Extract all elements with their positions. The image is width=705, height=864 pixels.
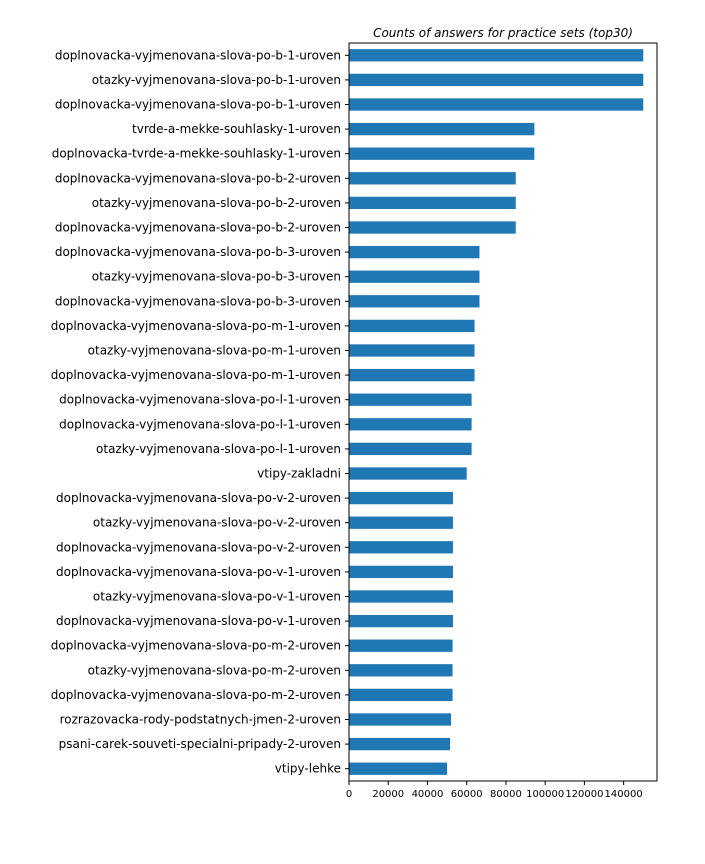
category-label-25: otazky-vyjmenovana-slova-po-m-2-uroven xyxy=(88,663,341,677)
category-label-0: doplnovacka-vyjmenovana-slova-po-b-1-uro… xyxy=(55,48,341,62)
category-label-22: otazky-vyjmenovana-slova-po-v-1-uroven xyxy=(93,590,341,604)
bar-10 xyxy=(349,295,480,308)
x-tick-label-2: 40000 xyxy=(412,789,444,800)
plot-frame xyxy=(348,42,658,782)
category-label-29: vtipy-lehke xyxy=(275,762,341,776)
category-label-21: doplnovacka-vyjmenovana-slova-po-v-1-uro… xyxy=(56,565,341,579)
category-label-9: otazky-vyjmenovana-slova-po-b-3-uroven xyxy=(92,270,341,284)
bar-22 xyxy=(349,590,453,603)
bar-8 xyxy=(349,245,480,259)
bar-16 xyxy=(349,442,472,456)
chart-title: Counts of answers for practice sets (top… xyxy=(373,26,633,40)
category-label-3: tvrde-a-mekke-souhlasky-1-uroven xyxy=(132,122,341,136)
category-label-8: doplnovacka-vyjmenovana-slova-po-b-3-uro… xyxy=(55,245,341,259)
bar-0 xyxy=(349,49,644,62)
x-tick-label-6: 120000 xyxy=(565,789,603,800)
bar-24 xyxy=(349,639,453,652)
bar-25 xyxy=(349,664,453,677)
bar-13 xyxy=(349,368,475,382)
bar-21 xyxy=(349,565,453,579)
bar-9 xyxy=(349,270,480,283)
x-tick-label-7: 140000 xyxy=(605,789,643,800)
category-label-17: vtipy-zakladni xyxy=(257,467,341,481)
category-label-26: doplnovacka-vyjmenovana-slova-po-m-2-uro… xyxy=(51,688,341,702)
bar-23 xyxy=(349,614,453,628)
category-label-20: doplnovacka-vyjmenovana-slova-po-v-2-uro… xyxy=(56,540,341,554)
category-label-2: doplnovacka-vyjmenovana-slova-po-b-1-uro… xyxy=(55,98,341,112)
bar-29 xyxy=(349,762,448,775)
bar-6 xyxy=(349,196,516,210)
x-tick-label-0: 0 xyxy=(346,789,352,800)
category-label-5: doplnovacka-vyjmenovana-slova-po-b-2-uro… xyxy=(55,171,341,185)
category-label-11: doplnovacka-vyjmenovana-slova-po-m-1-uro… xyxy=(51,319,341,333)
x-tick-label-5: 100000 xyxy=(526,789,564,800)
category-label-28: psani-carek-souveti-specialni-pripady-2-… xyxy=(59,737,341,751)
category-label-16: otazky-vyjmenovana-slova-po-l-1-uroven xyxy=(96,442,341,456)
bar-14 xyxy=(349,393,472,406)
bar-15 xyxy=(349,418,472,431)
category-label-13: doplnovacka-vyjmenovana-slova-po-m-1-uro… xyxy=(51,368,341,382)
category-label-7: doplnovacka-vyjmenovana-slova-po-b-2-uro… xyxy=(55,221,341,235)
category-labels: doplnovacka-vyjmenovana-slova-po-b-1-uro… xyxy=(51,48,349,776)
bar-20 xyxy=(349,541,453,554)
bar-7 xyxy=(349,221,516,234)
bars-group xyxy=(349,49,644,775)
bar-18 xyxy=(349,491,453,505)
category-label-14: doplnovacka-vyjmenovana-slova-po-l-1-uro… xyxy=(59,393,341,407)
category-label-27: rozrazovacka-rody-podstatnych-jmen-2-uro… xyxy=(60,713,341,727)
category-label-12: otazky-vyjmenovana-slova-po-m-1-uroven xyxy=(88,344,341,358)
category-label-1: otazky-vyjmenovana-slova-po-b-1-uroven xyxy=(92,73,341,87)
category-label-15: doplnovacka-vyjmenovana-slova-po-l-1-uro… xyxy=(59,417,341,431)
category-label-18: doplnovacka-vyjmenovana-slova-po-v-2-uro… xyxy=(56,491,341,505)
bar-26 xyxy=(349,688,453,702)
bar-12 xyxy=(349,344,475,357)
bar-17 xyxy=(349,467,467,480)
x-tick-label-3: 60000 xyxy=(451,789,483,800)
bar-3 xyxy=(349,122,535,136)
bar-11 xyxy=(349,319,475,333)
category-label-19: otazky-vyjmenovana-slova-po-v-2-uroven xyxy=(93,516,341,530)
bar-5 xyxy=(349,172,516,185)
category-label-10: doplnovacka-vyjmenovana-slova-po-b-3-uro… xyxy=(55,294,341,308)
category-label-23: doplnovacka-vyjmenovana-slova-po-v-1-uro… xyxy=(56,614,341,628)
category-label-6: otazky-vyjmenovana-slova-po-b-2-uroven xyxy=(92,196,341,210)
bar-1 xyxy=(349,73,644,87)
bar-2 xyxy=(349,98,644,111)
x-tick-label-1: 20000 xyxy=(372,789,404,800)
bar-4 xyxy=(349,147,535,160)
bar-27 xyxy=(349,713,452,726)
x-axis-ticks: 0 20000 40000 60000 80000 100000 120000 140000 xyxy=(346,781,643,800)
bar-19 xyxy=(349,516,453,529)
bar-28 xyxy=(349,737,451,751)
category-label-24: doplnovacka-vyjmenovana-slova-po-m-2-uro… xyxy=(51,639,341,653)
category-label-4: doplnovacka-tvrde-a-mekke-souhlasky-1-ur… xyxy=(52,147,341,161)
x-tick-label-4: 80000 xyxy=(490,789,522,800)
